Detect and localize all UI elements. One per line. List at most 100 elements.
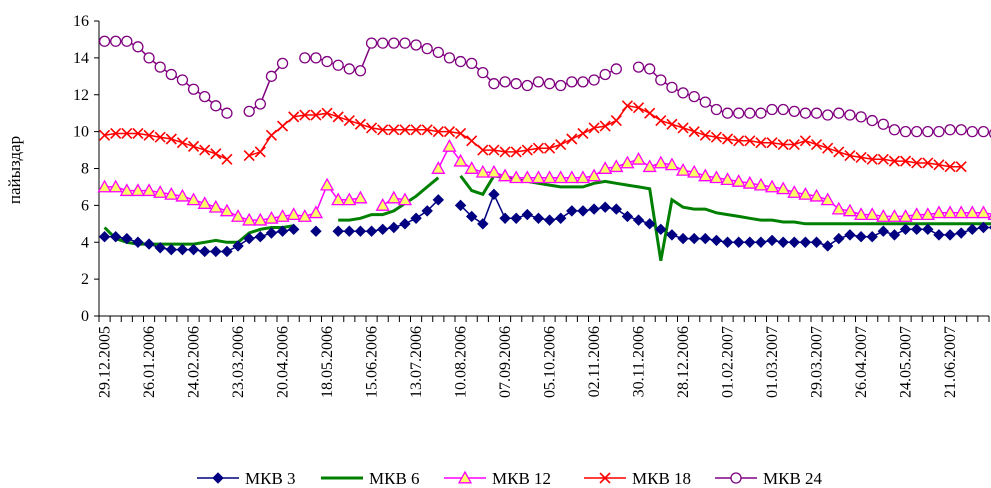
point-мкв-18	[399, 124, 411, 136]
x-stroke	[343, 114, 355, 127]
point-мкв-18	[488, 144, 500, 156]
x-stroke	[221, 153, 233, 165]
point-мкв-24	[766, 103, 778, 116]
point-мкв-3	[521, 208, 534, 221]
point-мкв-24	[454, 55, 467, 68]
x-tick-label: 02.11.2006	[586, 326, 603, 397]
x-stroke	[588, 122, 600, 134]
point-мкв-12	[764, 179, 780, 193]
x-stroke	[666, 118, 678, 130]
point-мкв-24	[588, 74, 600, 86]
point-мкв-18	[911, 157, 923, 169]
x-stroke	[499, 146, 511, 158]
point-мкв-18	[443, 126, 456, 138]
point-мкв-3	[365, 225, 378, 237]
point-мкв-12	[475, 164, 490, 178]
point-мкв-3	[699, 232, 712, 245]
point-мкв-3	[810, 236, 823, 248]
point-мкв-18	[888, 155, 901, 167]
x-stroke	[154, 131, 166, 143]
x-stroke	[599, 120, 611, 132]
point-мкв-12	[620, 155, 635, 169]
point-мкв-18	[599, 120, 611, 132]
point-мкв-3	[788, 236, 801, 248]
x-stroke	[488, 144, 500, 156]
point-мкв-18	[899, 155, 912, 167]
point-мкв-18	[243, 150, 255, 162]
point-мкв-3	[154, 242, 166, 254]
point-мкв-18	[755, 137, 767, 149]
y-ticks: 0 2 4 6 8 10 12 14 16	[73, 13, 99, 325]
point-мкв-12	[542, 170, 557, 184]
x-stroke	[822, 142, 834, 154]
point-мкв-24	[98, 35, 111, 47]
point-мкв-12	[553, 170, 568, 184]
point-мкв-12	[442, 139, 457, 152]
point-мкв-12	[987, 213, 991, 221]
point-мкв-12	[931, 205, 947, 219]
point-мкв-24	[977, 125, 990, 138]
point-мкв-18	[454, 127, 467, 140]
x-tick-label: 26.04.2007	[853, 326, 870, 398]
point-мкв-24	[176, 74, 189, 86]
legend-label: МКВ 24	[763, 469, 823, 488]
point-мкв-12	[798, 186, 813, 200]
x-stroke	[777, 138, 789, 151]
point-мкв-3	[732, 236, 745, 248]
point-мкв-24	[599, 68, 611, 81]
point-мкв-24	[187, 83, 200, 95]
x-stroke	[254, 146, 266, 158]
point-мкв-18	[299, 109, 311, 121]
point-мкв-12	[820, 192, 835, 206]
x-stroke	[866, 153, 878, 165]
point-мкв-3	[755, 236, 767, 248]
point-мкв-18	[165, 133, 177, 145]
point-мкв-12	[942, 205, 958, 219]
point-мкв-3	[354, 225, 367, 237]
point-мкв-3	[454, 199, 467, 212]
x-stroke	[243, 150, 255, 162]
point-мкв-24	[566, 76, 578, 88]
series-line-мкв-18	[104, 132, 228, 160]
point-мкв-3	[98, 231, 111, 243]
point-мкв-24	[744, 107, 756, 119]
point-мкв-24	[477, 66, 489, 79]
y-tick-label: 4	[81, 234, 89, 251]
point-мкв-18	[844, 150, 856, 162]
point-мкв-12	[431, 161, 446, 174]
legend-item-мкв-24: МКВ 24	[715, 469, 823, 488]
point-мкв-12	[153, 185, 168, 198]
point-мкв-18	[143, 129, 155, 141]
point-мкв-24	[666, 81, 678, 94]
legend-swatch-marker	[212, 472, 224, 484]
x-stroke	[922, 157, 934, 169]
series-line-мкв-3	[104, 228, 294, 253]
point-мкв-12	[598, 161, 613, 174]
x-stroke	[199, 144, 211, 156]
y-tick-label: 8	[81, 161, 89, 178]
x-stroke	[421, 124, 433, 136]
point-мкв-3	[643, 218, 656, 230]
point-мкв-24	[143, 52, 155, 64]
point-мкв-18	[822, 142, 834, 154]
point-мкв-18	[187, 140, 200, 152]
point-мкв-18	[955, 161, 967, 173]
point-мкв-12	[653, 155, 668, 169]
point-мкв-24	[610, 63, 622, 75]
point-мкв-12	[909, 207, 924, 221]
point-мкв-12	[186, 192, 201, 206]
point-мкв-12	[753, 177, 769, 191]
point-мкв-3	[488, 188, 500, 201]
point-мкв-18	[543, 142, 556, 154]
x-stroke	[176, 137, 189, 149]
legend-label: МКВ 3	[245, 469, 296, 488]
point-мкв-3	[710, 234, 723, 247]
point-мкв-18	[733, 135, 745, 147]
y-tick-label: 12	[73, 87, 89, 104]
point-мкв-12	[230, 209, 246, 222]
x-stroke	[888, 155, 901, 167]
point-мкв-3	[109, 231, 122, 243]
point-мкв-3	[677, 232, 689, 245]
legend-item-мкв-6: МКВ 6	[321, 469, 420, 488]
